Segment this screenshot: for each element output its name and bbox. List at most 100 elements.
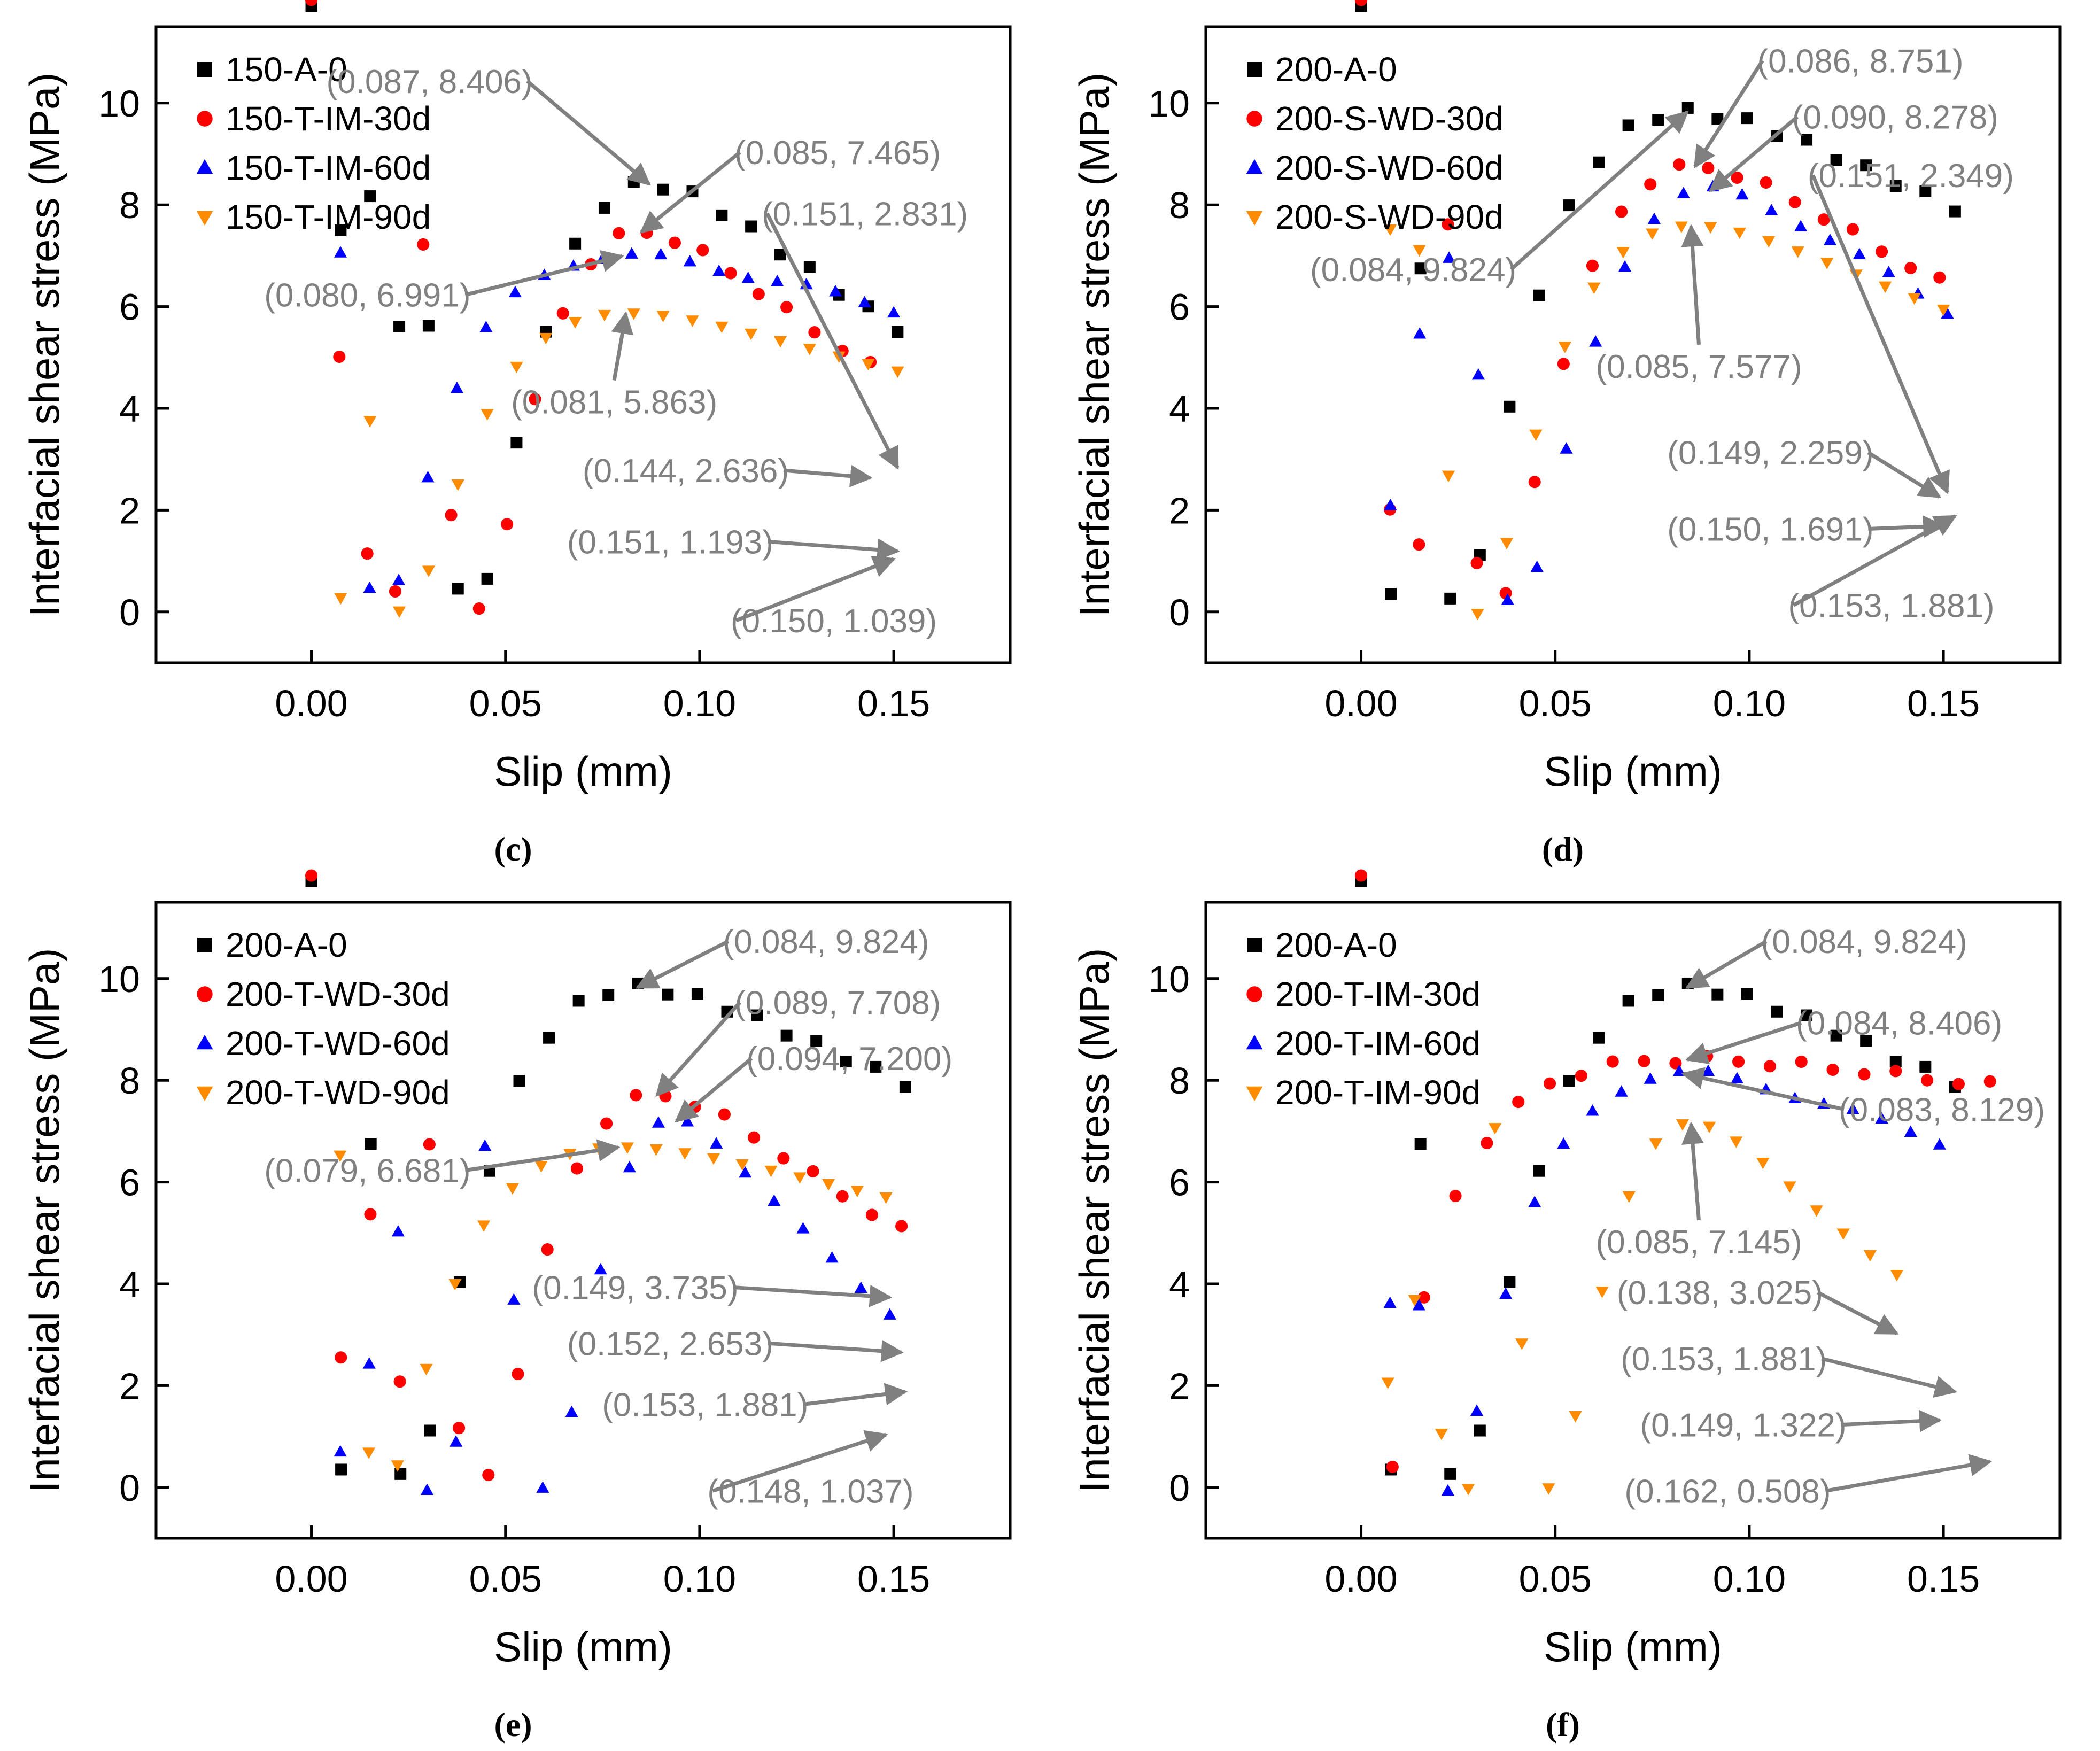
annotation-label: (0.138, 3.025) — [1617, 1275, 1823, 1312]
panel-e: 0.00 0.05 0.10 0.15 0 2 4 6 8 10 Slip (mm) Interfac… — [0, 869, 1050, 1751]
data-point — [822, 1179, 835, 1191]
data-point — [715, 321, 729, 334]
y-tick-label: 2 — [1169, 490, 1190, 531]
y-tick-label: 4 — [1169, 388, 1190, 430]
data-point — [1731, 171, 1743, 184]
data-point — [1904, 261, 1917, 275]
data-point — [1853, 247, 1866, 259]
data-point — [745, 220, 757, 233]
x-tick-label: 0.15 — [1907, 1558, 1980, 1600]
data-point — [1615, 205, 1628, 218]
data-point — [1354, 869, 1368, 882]
data-point — [1820, 258, 1834, 269]
data-point — [840, 1056, 852, 1068]
series-markers-200-A-0 — [305, 876, 911, 1480]
y-tick-label: 8 — [119, 1060, 140, 1102]
y-tick-label: 8 — [1169, 184, 1190, 226]
annotation-label: (0.085, 7.145) — [1595, 1224, 1802, 1261]
data-point — [739, 1166, 752, 1178]
data-point — [1702, 161, 1715, 174]
data-point — [1936, 304, 1950, 316]
data-point — [452, 583, 464, 595]
data-point — [716, 209, 728, 221]
data-point — [895, 1220, 908, 1233]
data-point — [421, 470, 435, 483]
annotation-arrow — [1681, 1067, 1845, 1111]
data-point — [1638, 1055, 1650, 1067]
series-markers-200-S-WD-30d — [1354, 0, 1946, 600]
data-point — [335, 1463, 347, 1476]
chart-e: 0.00 0.05 0.10 0.15 0 2 4 6 8 10 Slip (mm) Interfac… — [0, 869, 1012, 1744]
data-point — [803, 261, 816, 273]
data-point — [1858, 1068, 1871, 1081]
annotation-label: (0.084, 9.824) — [1310, 252, 1516, 289]
annotation-label: (0.087, 8.406) — [327, 64, 533, 100]
data-point — [333, 350, 346, 363]
x-tick-label: 0.15 — [857, 1558, 930, 1600]
annotation-label: (0.153, 1.881) — [1788, 587, 1995, 624]
legend-marker — [196, 1086, 213, 1102]
data-point — [392, 574, 406, 585]
data-point — [883, 1308, 896, 1320]
data-point — [1830, 154, 1842, 166]
annotation-arrow — [1811, 174, 1950, 495]
data-point — [1794, 220, 1808, 231]
data-point — [1442, 251, 1456, 263]
annotation-label: (0.150, 1.691) — [1667, 512, 1873, 548]
data-point — [512, 1368, 524, 1381]
series-markers-200-T-WD-60d — [334, 1115, 896, 1496]
data-point — [1481, 1136, 1493, 1150]
data-point — [1733, 227, 1746, 239]
annotation-label: (0.151, 2.349) — [1808, 158, 2014, 195]
legend-entry-150-A-0: 150-A-0 — [226, 50, 347, 89]
x-tick-label: 0.00 — [275, 1558, 347, 1600]
legend-marker — [197, 111, 213, 127]
annotation-label: (0.079, 6.681) — [264, 1153, 470, 1190]
x-tick-label: 0.00 — [1324, 1558, 1397, 1600]
data-point — [887, 306, 901, 318]
data-point — [803, 344, 816, 355]
data-point — [1504, 400, 1516, 413]
annotation-label: (0.086, 8.751) — [1757, 43, 1963, 80]
data-point — [1795, 1055, 1808, 1068]
data-point — [1435, 1429, 1448, 1440]
chart-c: 0.00 0.05 0.10 0.15 0 2 4 6 8 10 Slip (mm) Interfac… — [0, 0, 1012, 868]
data-point — [627, 176, 640, 188]
data-point — [858, 296, 871, 307]
data-point — [1879, 281, 1892, 293]
y-tick-label: 2 — [1169, 1365, 1190, 1407]
annotation-label: (0.149, 3.735) — [532, 1270, 738, 1307]
data-point — [1413, 327, 1427, 339]
data-point — [477, 1220, 491, 1232]
data-point — [1933, 271, 1946, 284]
data-point — [808, 326, 821, 339]
y-tick-label: 0 — [1169, 592, 1190, 633]
legend-marker — [197, 986, 213, 1002]
annotation-arrow — [1817, 1290, 1899, 1335]
legend-marker — [196, 159, 213, 174]
data-point — [1441, 1484, 1454, 1496]
annotation-arrow — [526, 80, 651, 186]
data-point — [825, 1251, 839, 1263]
annotation-label: (0.084, 9.824) — [1761, 924, 1967, 960]
data-point — [1810, 1205, 1823, 1217]
data-point — [1649, 1138, 1662, 1150]
data-point — [1788, 196, 1801, 208]
data-point — [1542, 1483, 1555, 1495]
data-point — [507, 1293, 521, 1305]
data-point — [1593, 1032, 1605, 1044]
legend-entry-200-T-IM-90d: 200-T-IM-90d — [1275, 1073, 1481, 1112]
data-point — [1569, 1411, 1582, 1423]
data-point — [1652, 114, 1664, 126]
data-point — [793, 1172, 807, 1184]
data-point — [1471, 609, 1484, 621]
data-point — [1563, 1075, 1575, 1087]
legend-entry-200-T-IM-60d: 200-T-IM-60d — [1275, 1024, 1481, 1063]
data-point — [1528, 1196, 1541, 1207]
data-point — [539, 332, 553, 345]
data-point — [1756, 1158, 1770, 1169]
annotation-arrow — [1709, 115, 1799, 192]
data-point — [1528, 476, 1541, 489]
data-point — [422, 320, 435, 332]
